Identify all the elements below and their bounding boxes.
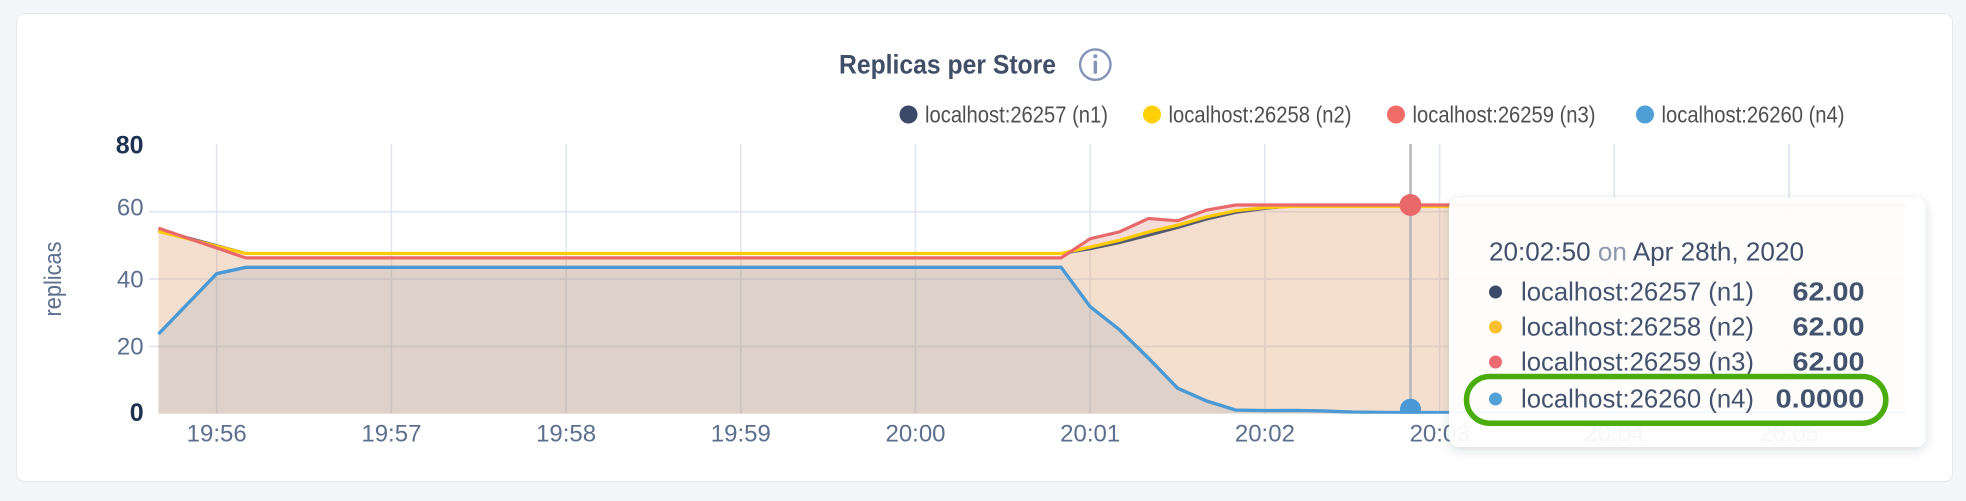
svg-text:localhost:26259 (n3): localhost:26259 (n3) — [1521, 347, 1754, 377]
svg-text:20: 20 — [117, 333, 144, 360]
svg-text:replicas: replicas — [40, 242, 67, 317]
svg-text:19:56: 19:56 — [187, 421, 247, 448]
svg-text:80: 80 — [116, 132, 144, 160]
svg-text:0: 0 — [130, 399, 144, 427]
svg-text:60: 60 — [117, 195, 144, 222]
svg-text:localhost:26257 (n1): localhost:26257 (n1) — [1521, 277, 1754, 307]
svg-text:62.00: 62.00 — [1793, 277, 1865, 307]
svg-text:Replicas per Store: Replicas per Store — [839, 50, 1056, 80]
svg-text:20:02: 20:02 — [1235, 421, 1295, 448]
svg-text:localhost:26259 (n3): localhost:26259 (n3) — [1413, 102, 1596, 128]
svg-text:20:00: 20:00 — [885, 421, 945, 448]
svg-text:localhost:26257 (n1): localhost:26257 (n1) — [925, 102, 1108, 128]
svg-text:19:58: 19:58 — [536, 421, 596, 448]
svg-text:40: 40 — [117, 267, 144, 294]
svg-text:localhost:26258 (n2): localhost:26258 (n2) — [1521, 312, 1754, 342]
svg-text:19:59: 19:59 — [711, 421, 771, 448]
svg-text:localhost:26260 (n4): localhost:26260 (n4) — [1662, 102, 1845, 128]
svg-text:0.0000: 0.0000 — [1776, 384, 1865, 414]
svg-text:62.00: 62.00 — [1793, 347, 1865, 377]
svg-text:localhost:26258 (n2): localhost:26258 (n2) — [1169, 102, 1352, 128]
svg-text:20:02:50 on Apr 28th, 2020: 20:02:50 on Apr 28th, 2020 — [1489, 237, 1804, 267]
svg-text:19:57: 19:57 — [361, 421, 421, 448]
svg-text:localhost:26260 (n4): localhost:26260 (n4) — [1521, 384, 1754, 414]
svg-text:20:01: 20:01 — [1060, 421, 1120, 448]
svg-text:62.00: 62.00 — [1793, 312, 1865, 342]
